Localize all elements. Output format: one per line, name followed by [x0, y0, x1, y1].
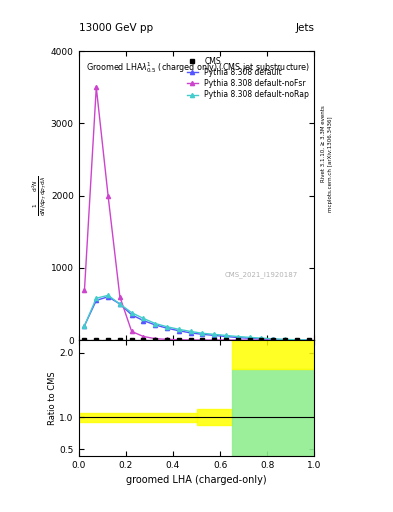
- Pythia 8.308 default-noRap: [153, 321, 158, 327]
- CMS: [294, 337, 299, 343]
- Y-axis label: $\frac{1}{\mathrm{d}N/\mathrm{d}p_T}\frac{\mathrm{d}^2N}{\mathrm{d}p_T\mathrm{d}: $\frac{1}{\mathrm{d}N/\mathrm{d}p_T}\fra…: [31, 176, 50, 216]
- Pythia 8.308 default-noRap: [188, 328, 193, 334]
- Pythia 8.308 default: [153, 322, 158, 328]
- Pythia 8.308 default-noRap: [129, 310, 134, 316]
- CMS: [188, 337, 193, 343]
- Pythia 8.308 default: [200, 331, 205, 337]
- Pythia 8.308 default-noFsr: [224, 337, 228, 343]
- Pythia 8.308 default: [82, 323, 87, 329]
- Line: Pythia 8.308 default: Pythia 8.308 default: [83, 295, 310, 342]
- Pythia 8.308 default-noRap: [271, 336, 275, 342]
- Pythia 8.308 default: [306, 337, 311, 343]
- Pythia 8.308 default: [235, 334, 240, 340]
- Pythia 8.308 default-noFsr: [259, 337, 264, 343]
- Pythia 8.308 default-noRap: [176, 326, 181, 332]
- Pythia 8.308 default-noRap: [118, 301, 122, 307]
- Pythia 8.308 default-noFsr: [153, 335, 158, 342]
- Text: CMS_2021_I1920187: CMS_2021_I1920187: [225, 271, 298, 279]
- Pythia 8.308 default: [94, 297, 99, 304]
- Pythia 8.308 default-noRap: [200, 330, 205, 336]
- Line: CMS: CMS: [83, 338, 310, 342]
- CMS: [165, 337, 169, 343]
- Pythia 8.308 default: [224, 333, 228, 339]
- Pythia 8.308 default: [283, 337, 287, 343]
- Pythia 8.308 default: [188, 330, 193, 336]
- CMS: [141, 337, 146, 343]
- Pythia 8.308 default-noFsr: [165, 336, 169, 343]
- Pythia 8.308 default-noRap: [141, 315, 146, 322]
- Pythia 8.308 default-noRap: [94, 295, 99, 301]
- Text: Jets: Jets: [296, 23, 314, 33]
- Pythia 8.308 default-noFsr: [82, 287, 87, 293]
- Text: Groomed LHA$\lambda^{1}_{0.5}$ (charged only) (CMS jet substructure): Groomed LHA$\lambda^{1}_{0.5}$ (charged …: [86, 60, 310, 75]
- Pythia 8.308 default-noFsr: [188, 337, 193, 343]
- CMS: [224, 337, 228, 343]
- Pythia 8.308 default: [165, 325, 169, 331]
- Pythia 8.308 default-noFsr: [176, 337, 181, 343]
- Pythia 8.308 default-noFsr: [106, 193, 110, 199]
- Pythia 8.308 default-noFsr: [141, 333, 146, 339]
- CMS: [235, 337, 240, 343]
- Pythia 8.308 default-noFsr: [118, 294, 122, 300]
- Pythia 8.308 default-noRap: [294, 337, 299, 343]
- CMS: [247, 337, 252, 343]
- Text: Rivet 3.1.10, ≥ 3.3M events: Rivet 3.1.10, ≥ 3.3M events: [320, 105, 325, 182]
- Pythia 8.308 default: [141, 317, 146, 324]
- Pythia 8.308 default: [176, 328, 181, 334]
- Pythia 8.308 default: [118, 301, 122, 307]
- Pythia 8.308 default-noFsr: [212, 337, 217, 343]
- CMS: [118, 337, 122, 343]
- Legend: CMS, Pythia 8.308 default, Pythia 8.308 default-noFsr, Pythia 8.308 default-noRa: CMS, Pythia 8.308 default, Pythia 8.308 …: [185, 55, 310, 101]
- Pythia 8.308 default: [212, 332, 217, 338]
- Pythia 8.308 default-noFsr: [200, 337, 205, 343]
- CMS: [212, 337, 217, 343]
- Pythia 8.308 default-noRap: [235, 333, 240, 339]
- Pythia 8.308 default-noRap: [247, 334, 252, 340]
- Text: mcplots.cern.ch [arXiv:1306.3436]: mcplots.cern.ch [arXiv:1306.3436]: [328, 116, 333, 211]
- Pythia 8.308 default: [129, 312, 134, 318]
- Pythia 8.308 default-noFsr: [294, 337, 299, 343]
- Pythia 8.308 default-noFsr: [235, 337, 240, 343]
- Line: Pythia 8.308 default-noRap: Pythia 8.308 default-noRap: [83, 293, 310, 342]
- Pythia 8.308 default-noRap: [212, 331, 217, 337]
- CMS: [259, 337, 264, 343]
- X-axis label: groomed LHA (charged-only): groomed LHA (charged-only): [126, 475, 267, 485]
- CMS: [200, 337, 205, 343]
- Pythia 8.308 default: [294, 337, 299, 343]
- Pythia 8.308 default: [247, 335, 252, 342]
- Pythia 8.308 default-noRap: [283, 336, 287, 343]
- Pythia 8.308 default: [271, 336, 275, 343]
- Pythia 8.308 default-noRap: [106, 292, 110, 298]
- CMS: [129, 337, 134, 343]
- CMS: [153, 337, 158, 343]
- Pythia 8.308 default-noFsr: [129, 328, 134, 334]
- CMS: [306, 337, 311, 343]
- Y-axis label: Ratio to CMS: Ratio to CMS: [48, 371, 57, 425]
- Pythia 8.308 default-noFsr: [247, 337, 252, 343]
- Pythia 8.308 default: [259, 336, 264, 342]
- Pythia 8.308 default-noRap: [306, 337, 311, 343]
- Pythia 8.308 default: [106, 294, 110, 300]
- CMS: [283, 337, 287, 343]
- Pythia 8.308 default-noFsr: [283, 337, 287, 343]
- CMS: [82, 337, 87, 343]
- CMS: [94, 337, 99, 343]
- Pythia 8.308 default-noRap: [224, 332, 228, 338]
- Line: Pythia 8.308 default-noFsr: Pythia 8.308 default-noFsr: [83, 85, 310, 342]
- Text: 13000 GeV pp: 13000 GeV pp: [79, 23, 153, 33]
- Pythia 8.308 default-noRap: [82, 323, 87, 329]
- Pythia 8.308 default-noFsr: [306, 337, 311, 343]
- Pythia 8.308 default-noRap: [259, 335, 264, 341]
- CMS: [271, 337, 275, 343]
- CMS: [176, 337, 181, 343]
- Pythia 8.308 default-noRap: [165, 324, 169, 330]
- Pythia 8.308 default-noFsr: [271, 337, 275, 343]
- Pythia 8.308 default-noFsr: [94, 84, 99, 91]
- CMS: [106, 337, 110, 343]
